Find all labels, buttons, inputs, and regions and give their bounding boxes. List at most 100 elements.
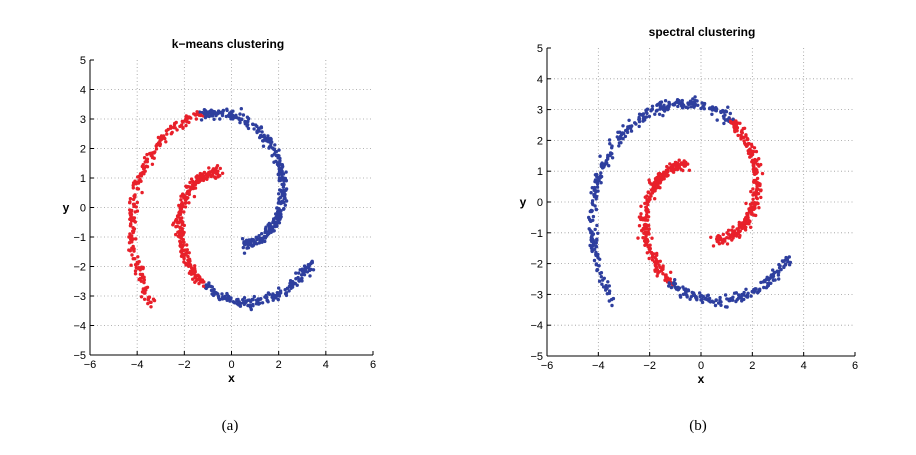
scatter-point bbox=[732, 291, 737, 295]
scatter-point bbox=[164, 129, 169, 133]
scatter-point bbox=[749, 189, 753, 194]
scatter-point bbox=[129, 263, 133, 267]
scatter-point bbox=[254, 235, 258, 239]
scatter-point bbox=[179, 198, 183, 202]
scatter-point bbox=[174, 217, 178, 222]
scatter-point bbox=[151, 297, 156, 301]
scatter-point bbox=[274, 223, 279, 227]
scatter-point bbox=[198, 113, 203, 117]
scatter-point bbox=[188, 269, 193, 274]
scatter-point bbox=[734, 299, 738, 304]
scatter-point bbox=[270, 146, 275, 150]
x-tick-label: −2 bbox=[178, 359, 191, 371]
scatter-point bbox=[135, 209, 140, 213]
scatter-point bbox=[187, 189, 192, 194]
scatter-point bbox=[135, 200, 139, 205]
scatter-point bbox=[719, 110, 723, 115]
scatter-point bbox=[715, 118, 719, 122]
scatter-point bbox=[617, 144, 621, 148]
scatter-point bbox=[753, 289, 757, 293]
y-tick-label: 5 bbox=[537, 43, 543, 55]
scatter-point bbox=[684, 160, 688, 164]
scatter-point bbox=[749, 294, 753, 298]
scatter-point bbox=[706, 293, 710, 297]
scatter-point bbox=[164, 140, 168, 144]
scatter-point bbox=[605, 161, 609, 165]
scatter-point bbox=[661, 113, 665, 118]
scatter-point bbox=[727, 236, 731, 240]
y-tick-label: 1 bbox=[537, 166, 543, 178]
scatter-point bbox=[589, 231, 593, 235]
scatter-point bbox=[762, 285, 766, 290]
scatter-point bbox=[684, 291, 688, 295]
scatter-point bbox=[723, 118, 728, 122]
scatter-point bbox=[264, 295, 268, 300]
scatter-point bbox=[241, 113, 246, 117]
scatter-point bbox=[228, 299, 232, 303]
scatter-point bbox=[186, 254, 190, 259]
scatter-point bbox=[736, 133, 740, 138]
scatter-point bbox=[710, 108, 715, 112]
scatter-point bbox=[734, 234, 739, 238]
scatter-point bbox=[158, 138, 162, 142]
y-tick-label: 3 bbox=[537, 105, 543, 117]
scatter-point bbox=[591, 232, 596, 236]
scatter-point bbox=[742, 126, 747, 130]
scatter-point bbox=[740, 221, 745, 225]
scatter-point bbox=[209, 288, 214, 293]
scatter-point bbox=[307, 264, 311, 268]
scatter-point bbox=[656, 102, 660, 107]
y-tick-label: 5 bbox=[80, 55, 86, 67]
scatter-point bbox=[242, 251, 247, 255]
x-tick-label: 0 bbox=[228, 359, 234, 371]
scatter-point bbox=[182, 210, 186, 214]
scatter-point bbox=[220, 295, 225, 300]
scatter-point bbox=[136, 187, 141, 191]
scatter-point bbox=[737, 230, 741, 234]
scatter-point bbox=[220, 171, 225, 175]
scatter-point bbox=[767, 281, 772, 285]
scatter-point bbox=[645, 218, 650, 222]
scatter-point bbox=[267, 292, 272, 296]
scatter-point bbox=[142, 288, 146, 292]
scatter-point bbox=[282, 179, 286, 183]
scatter-point bbox=[751, 197, 755, 201]
scatter-point bbox=[270, 154, 274, 158]
scatter-point bbox=[282, 197, 286, 201]
x-axis-label: x bbox=[228, 371, 235, 385]
scatter-point bbox=[277, 192, 281, 196]
scatter-point bbox=[681, 292, 686, 296]
scatter-point bbox=[260, 130, 264, 134]
scatter-point bbox=[263, 228, 268, 232]
scatter-point bbox=[267, 146, 271, 150]
scatter-point bbox=[650, 236, 654, 240]
scatter-point bbox=[284, 170, 288, 174]
scatter-point bbox=[599, 275, 603, 279]
scatter-point bbox=[662, 177, 666, 181]
scatter-point bbox=[610, 303, 614, 308]
scatter-point bbox=[659, 105, 663, 109]
scatter-point bbox=[302, 273, 307, 277]
scatter-point bbox=[751, 149, 756, 154]
scatter-point bbox=[637, 215, 642, 219]
scatter-point bbox=[212, 117, 216, 122]
scatter-point bbox=[140, 190, 144, 195]
scatter-point bbox=[759, 162, 763, 167]
scatter-point bbox=[284, 291, 289, 295]
scatter-point bbox=[590, 199, 595, 203]
scatter-point bbox=[677, 158, 681, 162]
scatter-point bbox=[685, 294, 689, 298]
scatter-point bbox=[163, 136, 167, 141]
scatter-point bbox=[277, 286, 281, 290]
scatter-point bbox=[203, 110, 207, 115]
y-tick-label: −4 bbox=[73, 321, 86, 333]
scatter-point bbox=[655, 108, 659, 113]
scatter-point bbox=[179, 242, 183, 246]
scatter-point bbox=[757, 157, 761, 161]
scatter-point bbox=[146, 301, 150, 306]
scatter-point bbox=[175, 224, 179, 228]
scatter-point bbox=[653, 263, 657, 267]
scatter-point bbox=[275, 291, 279, 295]
scatter-point bbox=[721, 232, 725, 237]
scatter-point bbox=[662, 109, 667, 113]
